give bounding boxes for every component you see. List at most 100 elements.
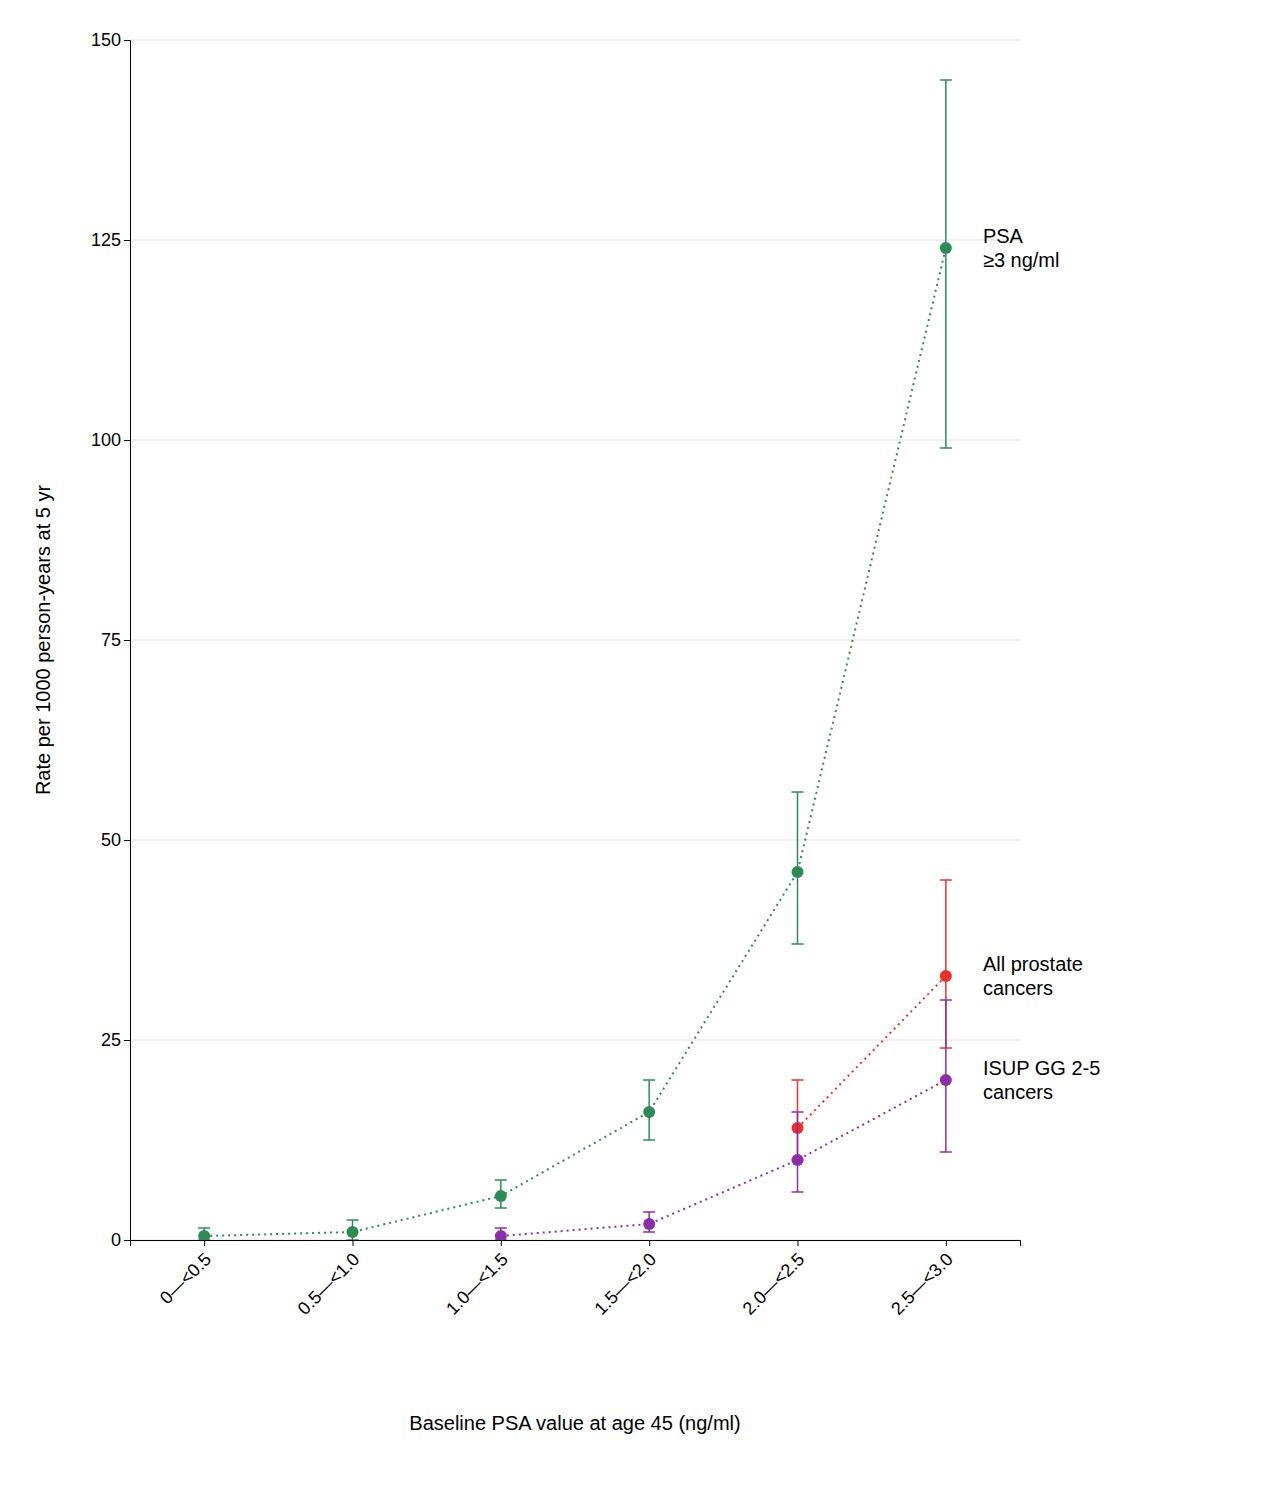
- error-bar-cap: [940, 1151, 952, 1153]
- y-axis-title: Rate per 1000 person-years at 5 yr: [32, 485, 54, 796]
- x-axis-line: [131, 1241, 1021, 1247]
- series-label-line: cancers: [983, 977, 1053, 999]
- series-label-line: All prostate: [983, 953, 1083, 975]
- error-bar-cap: [792, 1111, 804, 1113]
- marks: [198, 80, 952, 1240]
- x-tick-label: 0.5—<1.0: [294, 1249, 364, 1319]
- point: [940, 242, 952, 254]
- x-tick: 0—<0.5: [156, 1240, 215, 1308]
- x-tick-label: 2.0—<2.5: [739, 1249, 809, 1319]
- x-tick-mark: [798, 1240, 799, 1246]
- series-line: [501, 1080, 946, 1236]
- error-bar-cap: [347, 1219, 359, 1221]
- point: [792, 1154, 804, 1166]
- error-bar-cap: [940, 447, 952, 449]
- error-bar: [347, 1220, 359, 1240]
- error-bar-cap: [792, 1191, 804, 1193]
- y-tick-mark: [124, 840, 130, 841]
- y-tick: 75: [101, 630, 130, 650]
- point: [940, 1074, 952, 1086]
- error-bar-cap: [792, 791, 804, 793]
- error-bar: [643, 1212, 655, 1232]
- error-bar-line: [945, 80, 947, 448]
- y-tick: 100: [91, 430, 130, 450]
- y-tick-mark: [124, 1040, 130, 1041]
- y-tick-label: 125: [91, 230, 121, 250]
- error-bar-cap: [643, 1231, 655, 1233]
- y-tick: 150: [91, 30, 130, 50]
- error-bar: [495, 1180, 507, 1208]
- series-label: ISUP GG 2-5cancers: [983, 1057, 1100, 1103]
- x-axis-title: Baseline PSA value at age 45 (ng/ml): [409, 1412, 740, 1434]
- error-bar: [940, 80, 952, 448]
- series-line: [798, 976, 946, 1128]
- error-bar: [792, 1112, 804, 1192]
- y-tick: 0: [111, 1230, 130, 1250]
- error-bar-cap: [347, 1239, 359, 1240]
- point: [495, 1190, 507, 1202]
- error-bar-cap: [495, 1179, 507, 1181]
- point: [792, 866, 804, 878]
- y-axis: 0255075100125150: [91, 30, 131, 1250]
- grid-line: [130, 640, 1020, 641]
- y-tick-label: 75: [101, 630, 121, 650]
- x-tick: 1.0—<1.5: [442, 1240, 512, 1319]
- point: [940, 970, 952, 982]
- x-tick-label: 1.5—<2.0: [590, 1249, 660, 1319]
- point: [495, 1230, 507, 1240]
- x-tick-label: 2.5—<3.0: [887, 1249, 957, 1319]
- error-bar-cap: [792, 943, 804, 945]
- x-axis: 0—<0.5 0.5—<1.0 1.0—<1.5 1.5—<2.0 2.0—<2.5 2.…: [131, 1240, 1021, 1319]
- series-label: All prostatecancers: [983, 953, 1083, 999]
- error-bar: [792, 792, 804, 944]
- x-tick-label: 1.0—<1.5: [442, 1249, 512, 1319]
- y-tick-mark: [124, 640, 130, 641]
- x-tick-mark: [946, 1240, 947, 1246]
- point: [347, 1226, 359, 1238]
- series: [198, 80, 952, 1240]
- series-label-line: PSA: [983, 225, 1024, 247]
- error-bar-cap: [940, 79, 952, 81]
- error-bar-cap: [643, 1211, 655, 1213]
- y-tick-mark: [124, 1240, 130, 1241]
- y-tick-mark: [124, 40, 130, 41]
- grid-line: [130, 40, 1020, 41]
- series-line: [204, 248, 946, 1236]
- y-tick-label: 100: [91, 430, 121, 450]
- y-axis-line: [124, 41, 131, 1241]
- error-bar-cap: [198, 1227, 210, 1229]
- error-bar-cap: [495, 1207, 507, 1209]
- point: [643, 1106, 655, 1118]
- x-tick-mark: [353, 1240, 354, 1246]
- grid-line: [130, 1040, 1020, 1041]
- error-bar-line: [797, 1112, 799, 1192]
- y-tick: 25: [101, 1030, 130, 1050]
- grid: [130, 40, 1020, 1240]
- x-tick-mark: [204, 1240, 205, 1246]
- x-tick: 0.5—<1.0: [294, 1240, 364, 1319]
- x-tick-mark: [501, 1240, 502, 1246]
- error-bar: [940, 1000, 952, 1152]
- x-tick-label: 0—<0.5: [156, 1249, 215, 1308]
- x-tick-mark: [649, 1240, 650, 1246]
- y-tick-mark: [124, 240, 130, 241]
- error-bar-cap: [940, 879, 952, 881]
- series: [495, 1000, 952, 1240]
- series-label-line: ≥3 ng/ml: [983, 249, 1060, 271]
- error-bar-cap: [792, 1079, 804, 1081]
- x-tick: 1.5—<2.0: [590, 1240, 660, 1319]
- error-bar: [643, 1080, 655, 1140]
- series: [792, 880, 952, 1160]
- x-tick: 2.0—<2.5: [739, 1240, 809, 1319]
- error-bar-cap: [940, 999, 952, 1001]
- grid-line: [130, 840, 1020, 841]
- plot-area: 02550751001251500—<0.50.5—<1.01.0—<1.51.…: [91, 30, 1100, 1318]
- y-tick-label: 150: [91, 30, 121, 50]
- grid-line: [130, 240, 1020, 241]
- y-tick-label: 25: [101, 1030, 121, 1050]
- x-tick: 2.5—<3.0: [887, 1240, 957, 1319]
- error-bar-cap: [643, 1079, 655, 1081]
- y-tick-mark: [124, 440, 130, 441]
- error-bar-cap: [495, 1227, 507, 1229]
- point: [643, 1218, 655, 1230]
